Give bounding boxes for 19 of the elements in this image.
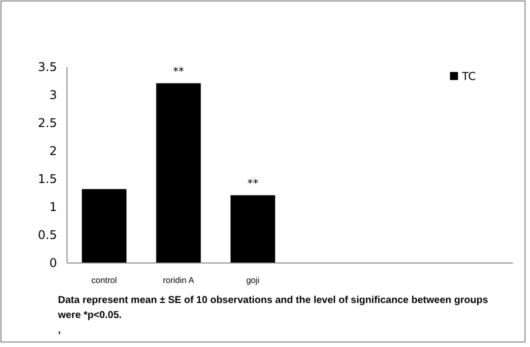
y-tick-label: 2.5 [38,116,57,130]
x-tick-label: roridin A [162,275,194,285]
bar [82,189,126,263]
y-tick-label: 3.5 [38,60,57,74]
y-tick-label: 0.5 [38,228,57,242]
annotation: ** [247,177,259,190]
x-tick-label: control [91,275,118,285]
y-tick-label: 3 [49,88,57,102]
legend-label: TC [461,70,476,83]
y-tick-label: 1.5 [38,172,57,186]
text: Data represent mean ± SE of 10 observations and the level of significance between groups were *p<0.05. [57,295,488,321]
y-tick-label: 0 [49,256,57,270]
x-tick-label: goji [246,275,260,285]
text: , [58,325,61,336]
bar [230,195,276,263]
bar [156,83,201,263]
annotation: ** [173,65,184,78]
y-tick-label: 2 [49,144,57,158]
y-tick-label: 1 [49,200,57,214]
